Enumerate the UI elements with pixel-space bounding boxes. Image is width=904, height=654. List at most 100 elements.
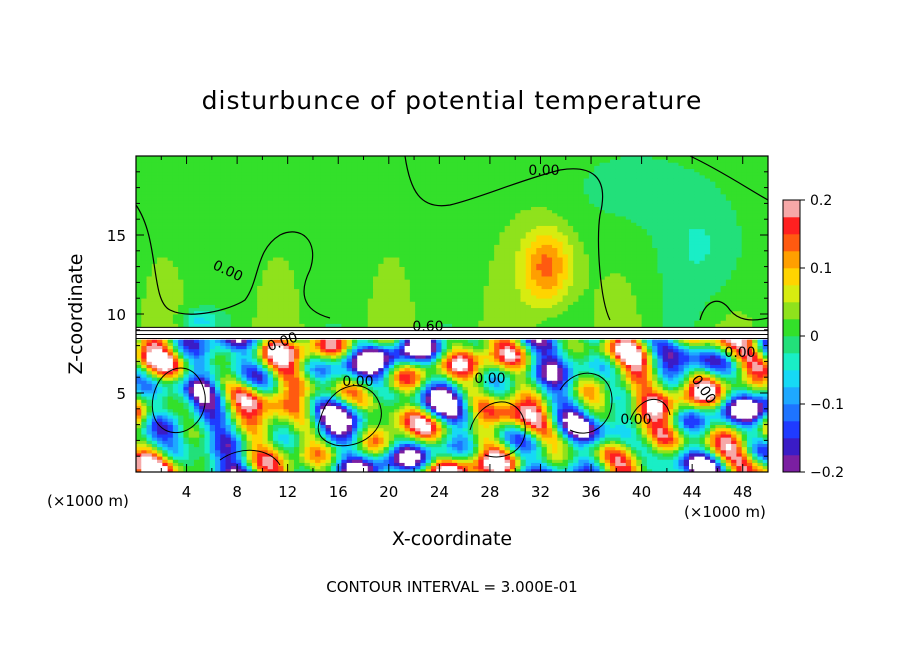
field-cell	[752, 446, 758, 451]
field-cell	[241, 386, 247, 391]
field-cell	[473, 446, 479, 451]
field-cell	[536, 449, 542, 454]
field-cell	[546, 348, 553, 353]
field-cell	[288, 377, 295, 381]
field-cell	[562, 380, 569, 384]
field-cell	[157, 434, 163, 438]
field-cell	[383, 383, 390, 388]
field-cell	[710, 430, 716, 435]
field-cell	[683, 405, 690, 410]
field-cell	[689, 430, 695, 435]
field-cell	[404, 443, 411, 448]
field-cell	[325, 383, 332, 388]
field-cell	[525, 355, 532, 359]
field-cell	[683, 374, 690, 378]
field-cell	[204, 459, 211, 463]
field-cell	[683, 361, 690, 365]
field-cell	[309, 408, 316, 413]
field-cell	[236, 434, 242, 438]
field-cell	[594, 393, 600, 397]
field-cell	[351, 393, 358, 397]
field-cell	[373, 449, 379, 454]
field-cell	[257, 434, 263, 438]
field-cell	[288, 443, 295, 448]
field-cell	[752, 364, 758, 369]
field-cell	[720, 453, 727, 457]
field-cell	[220, 434, 226, 438]
field-cell	[136, 440, 142, 444]
field-cell	[641, 383, 648, 388]
field-cell	[367, 411, 374, 416]
field-cell	[752, 377, 758, 381]
field-cell	[499, 456, 506, 460]
field-cell	[662, 383, 669, 388]
field-cell	[467, 424, 474, 429]
field-cell	[462, 430, 469, 435]
field-cell	[430, 440, 437, 444]
field-cell	[283, 421, 290, 425]
field-cell	[341, 348, 348, 353]
field-cell	[351, 405, 358, 410]
field-cell	[367, 408, 374, 413]
field-cell	[657, 383, 664, 388]
field-cell	[704, 427, 711, 432]
field-cell	[272, 421, 279, 425]
field-cell	[636, 456, 642, 460]
field-cell	[225, 456, 232, 460]
field-cell	[625, 456, 632, 460]
field-cell	[351, 453, 358, 457]
field-cell	[283, 449, 290, 454]
field-cell	[199, 370, 205, 375]
field-cell	[215, 402, 221, 407]
field-cell	[141, 348, 147, 353]
field-cell	[462, 361, 469, 365]
field-cell	[509, 348, 516, 353]
field-cell	[678, 393, 685, 397]
field-cell	[562, 358, 569, 362]
field-cell	[667, 361, 674, 365]
field-cell	[257, 402, 263, 407]
field-cell	[193, 456, 200, 460]
field-cell	[288, 348, 295, 353]
field-cell	[141, 443, 147, 448]
field-cell	[178, 380, 184, 384]
field-cell	[704, 449, 711, 454]
field-cell	[499, 437, 506, 441]
field-cell	[567, 421, 574, 425]
field-cell	[199, 421, 205, 425]
field-cell	[394, 399, 400, 403]
field-cell	[409, 386, 416, 391]
field-cell	[588, 386, 595, 391]
field-cell	[257, 377, 263, 381]
field-cell	[610, 405, 616, 410]
field-cell	[604, 355, 611, 359]
field-cell	[336, 348, 342, 353]
field-cell	[251, 437, 258, 441]
field-cell	[694, 361, 700, 365]
field-cell	[146, 405, 153, 410]
field-cell	[720, 408, 727, 413]
field-cell	[304, 427, 311, 432]
field-cell	[704, 393, 711, 397]
field-cell	[457, 437, 463, 441]
field-cell	[436, 351, 442, 356]
field-cell	[283, 396, 290, 400]
field-cell	[552, 415, 558, 419]
field-cell	[578, 377, 585, 381]
field-cell	[262, 453, 269, 457]
field-cell	[446, 339, 453, 343]
field-cell	[546, 383, 553, 388]
field-cell	[631, 396, 637, 400]
field-cell	[715, 453, 721, 457]
field-cell	[641, 405, 648, 410]
field-cell	[309, 459, 316, 463]
field-cell	[725, 348, 732, 353]
field-cell	[525, 453, 532, 457]
field-cell	[330, 399, 337, 403]
field-cell	[473, 383, 479, 388]
field-cell	[341, 449, 348, 454]
field-cell	[615, 396, 621, 400]
field-cell	[594, 411, 600, 416]
field-cell	[209, 361, 216, 365]
field-cell	[367, 465, 374, 470]
